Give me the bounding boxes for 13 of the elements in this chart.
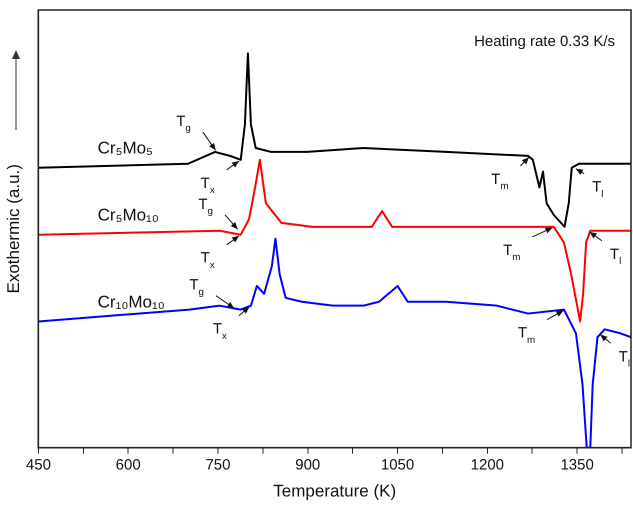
series-label: Cr₁₀Mo₁₀: [98, 292, 165, 312]
x-tick-label: 1350: [560, 456, 594, 474]
x-tick-label: 600: [116, 456, 141, 474]
x-tick-label: 750: [205, 456, 230, 474]
x-tick-label: 1050: [380, 456, 414, 474]
series-label: Cr₅Mo₅: [98, 138, 153, 158]
x-axis-title: Temperature (K): [273, 481, 396, 500]
text: Heating rate 0.33 K/s: [474, 33, 616, 50]
x-tick-label: 1200: [470, 456, 504, 474]
x-tick-label: 450: [26, 456, 51, 474]
series-label: Cr₅Mo₁₀: [98, 206, 159, 225]
y-axis-title: Exothermic (a.u.): [4, 164, 23, 294]
x-tick-label: 900: [295, 456, 320, 474]
